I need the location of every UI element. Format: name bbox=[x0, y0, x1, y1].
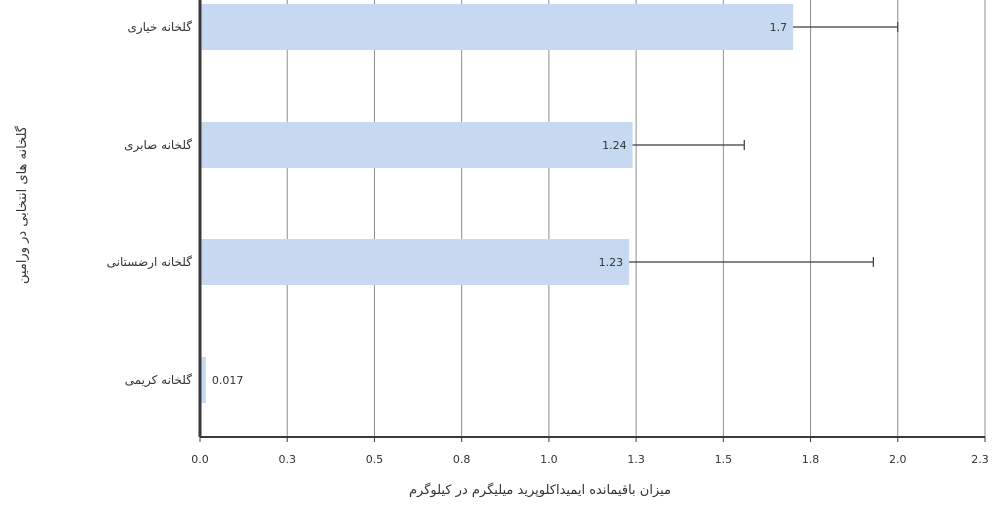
x-tick-label: 2.0 bbox=[889, 453, 907, 466]
x-tick-label: 1.5 bbox=[715, 453, 733, 466]
x-axis-title: میزان باقیمانده ایمیداکلوپرید میلیگرم در… bbox=[409, 482, 671, 498]
x-tick-labels: 0.0 0.3 0.5 0.8 1.0 1.3 1.5 1.8 2.0 2.3 bbox=[191, 437, 989, 466]
x-tick-label: 1.3 bbox=[627, 453, 645, 466]
x-tick-label: 0.8 bbox=[453, 453, 471, 466]
bar bbox=[200, 357, 206, 403]
data-labels: 1.7 1.24 1.23 0.017 bbox=[212, 21, 787, 387]
x-tick-label: 1.8 bbox=[802, 453, 820, 466]
data-label: 1.7 bbox=[770, 21, 788, 34]
x-tick-label: 1.0 bbox=[540, 453, 558, 466]
category-label: گلخانه خیاری bbox=[127, 20, 192, 35]
category-label: گلخانه ارضستانی bbox=[107, 255, 193, 270]
x-tick-label: 2.3 bbox=[971, 453, 989, 466]
bar bbox=[200, 4, 794, 50]
category-label: گلخانه صابری bbox=[124, 138, 192, 153]
x-tick-label: 0.3 bbox=[278, 453, 296, 466]
bar bbox=[200, 122, 633, 168]
category-labels: گلخانه خیاری گلخانه صابری گلخانه ارضستانی گ… bbox=[107, 20, 193, 388]
category-label: گلخانه کریمی bbox=[125, 373, 193, 388]
y-axis-title: گلخانه های انتخابی در ورامین bbox=[14, 125, 30, 284]
data-label: 1.23 bbox=[599, 256, 624, 269]
x-tick-label: 0.0 bbox=[191, 453, 209, 466]
axes bbox=[198, 0, 985, 438]
bar bbox=[200, 239, 630, 285]
data-label: 1.24 bbox=[602, 139, 627, 152]
grid-lines bbox=[286, 0, 986, 437]
x-tick-label: 0.5 bbox=[366, 453, 384, 466]
bars bbox=[200, 4, 899, 403]
data-label: 0.017 bbox=[212, 374, 244, 387]
